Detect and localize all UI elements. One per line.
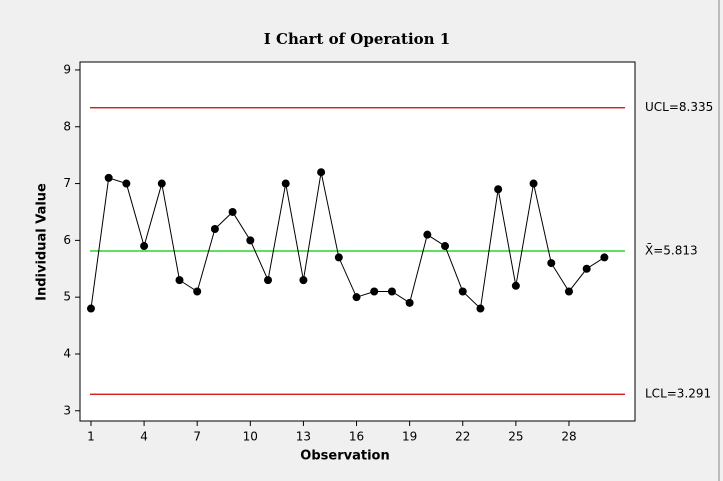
- chart-title: I Chart of Operation 1: [264, 30, 450, 48]
- x-tick-label: 16: [349, 430, 364, 444]
- data-point: [405, 298, 414, 307]
- data-point: [370, 287, 379, 296]
- data-point: [458, 287, 467, 296]
- data-point: [157, 179, 166, 188]
- data-point: [387, 287, 396, 296]
- x-tick-label: 19: [402, 430, 417, 444]
- x-tick-label: 4: [140, 430, 148, 444]
- y-tick-label: 3: [63, 403, 71, 417]
- data-point: [104, 173, 113, 182]
- series-line: [90, 172, 605, 310]
- y-tick-label: 4: [63, 346, 71, 360]
- data-point: [600, 253, 609, 262]
- data-point: [423, 230, 432, 239]
- x-axis-label: Observation: [300, 449, 389, 464]
- data-point: [494, 185, 503, 194]
- x-tick-label: 28: [561, 430, 576, 444]
- y-tick-label: 5: [63, 290, 71, 304]
- x-tick-label: 25: [508, 430, 523, 444]
- data-point: [529, 179, 538, 188]
- x-tick-label: 10: [243, 430, 258, 444]
- x-tick-label: 22: [455, 430, 470, 444]
- data-point: [476, 304, 485, 313]
- plot-area: [79, 61, 636, 422]
- y-tick-label: 6: [63, 233, 71, 247]
- data-point: [352, 293, 361, 302]
- data-point: [582, 264, 591, 273]
- data-point: [175, 276, 184, 285]
- data-point: [334, 253, 343, 262]
- y-tick-label: 8: [63, 119, 71, 133]
- data-point: [547, 259, 556, 268]
- data-point: [122, 179, 131, 188]
- data-point: [441, 242, 450, 251]
- data-point: [193, 287, 202, 296]
- data-point: [511, 281, 520, 290]
- data-point: [210, 225, 219, 234]
- data-point: [564, 287, 573, 296]
- x-tick-label: 1: [87, 430, 95, 444]
- y-axis-label: Individual Value: [35, 183, 50, 301]
- x-tick-label: 13: [296, 430, 311, 444]
- data-point: [299, 276, 308, 285]
- data-point: [246, 236, 255, 245]
- control-line-label: LCL=3.291: [645, 387, 711, 401]
- y-tick-label: 9: [63, 62, 71, 76]
- data-point: [281, 179, 290, 188]
- data-point: [264, 276, 273, 285]
- control-line-label: X̄=5.813: [645, 243, 698, 257]
- data-point: [317, 168, 326, 177]
- y-tick-label: 7: [63, 176, 71, 190]
- control-line-label: UCL=8.335: [645, 100, 713, 114]
- data-point: [140, 242, 149, 251]
- data-point: [228, 207, 237, 216]
- x-tick-label: 7: [193, 430, 201, 444]
- data-point: [86, 304, 95, 313]
